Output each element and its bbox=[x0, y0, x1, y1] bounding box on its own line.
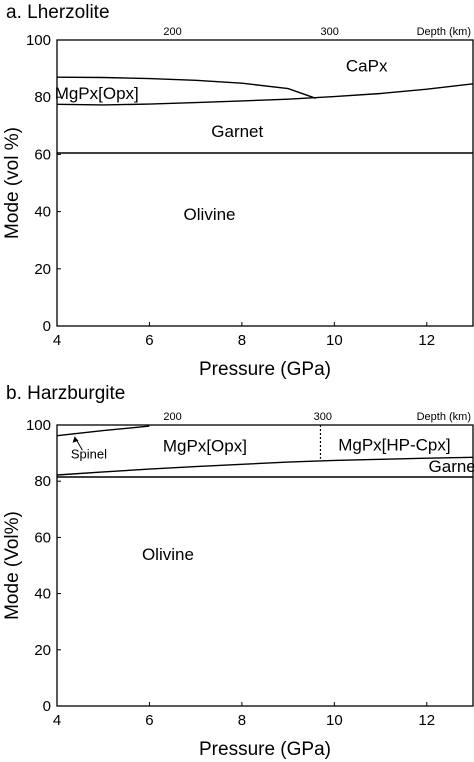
depth-tick-label: 200 bbox=[163, 26, 181, 38]
depth-axis-label: Depth (km) bbox=[417, 411, 471, 423]
label-garnet: Garnet bbox=[429, 457, 474, 476]
y-tick-label: 80 bbox=[34, 473, 51, 490]
y-tick-label: 100 bbox=[26, 32, 51, 49]
plot-frame bbox=[56, 39, 474, 327]
depth-tick-label: 300 bbox=[314, 411, 332, 423]
label-olivine: Olivine bbox=[184, 205, 236, 224]
y-tick-label: 20 bbox=[34, 642, 51, 659]
label-mgpx-opx: MgPx[Opx] bbox=[55, 84, 139, 103]
x-axis-title: Pressure (GPa) bbox=[199, 739, 331, 760]
depth-tick-label: 200 bbox=[163, 411, 181, 423]
y-tick-label: 40 bbox=[34, 204, 51, 221]
panel-title: b. Harzburgite bbox=[6, 383, 126, 404]
depth-tick-label: 300 bbox=[321, 26, 339, 38]
y-tick-label: 0 bbox=[43, 698, 51, 715]
chart-panel-lherzolite: a. Lherzolite 4 6 8 10 12 0 20 40 60 80 100 Pressur… bbox=[0, 0, 474, 380]
depth-axis-label: Depth (km) bbox=[417, 26, 471, 38]
boundary-opx-top bbox=[56, 76, 317, 99]
x-axis-title: Pressure (GPa) bbox=[199, 359, 331, 380]
boundary-garnet-top bbox=[56, 456, 474, 476]
x-tick-label: 6 bbox=[145, 712, 153, 729]
chart-panel-harzburgite: b. Harzburgite 4 6 8 10 12 0 20 40 60 80 100 Pressu… bbox=[0, 380, 474, 762]
plot-frame bbox=[56, 424, 474, 707]
label-capx: CaPx bbox=[346, 56, 388, 75]
boundary-spinel-top bbox=[56, 425, 150, 437]
y-tick-label: 20 bbox=[34, 261, 51, 278]
x-tick-label: 10 bbox=[326, 332, 343, 349]
chart-svg-harzburgite: 4 6 8 10 12 0 20 40 60 80 100 Pressure (GPa) Mode (V… bbox=[2, 411, 474, 760]
y-tick-label: 80 bbox=[34, 89, 51, 106]
y-tick-label: 60 bbox=[34, 529, 51, 546]
x-tick-label: 4 bbox=[53, 332, 61, 349]
y-tick-label: 100 bbox=[26, 417, 51, 434]
boundary-garnet-upper bbox=[56, 83, 474, 106]
x-tick-label: 8 bbox=[238, 712, 246, 729]
label-spinel: Spinel bbox=[71, 447, 107, 462]
x-tick-label: 12 bbox=[418, 712, 435, 729]
label-mgpx-hp-cpx: MgPx[HP-Cpx] bbox=[338, 435, 450, 454]
x-tick-label: 12 bbox=[418, 332, 435, 349]
y-tick-label: 40 bbox=[34, 586, 51, 603]
x-tick-label: 4 bbox=[53, 712, 61, 729]
x-tick-label: 10 bbox=[326, 712, 343, 729]
y-axis-title: Mode (Vol%) bbox=[2, 511, 23, 620]
panel-title: a. Lherzolite bbox=[6, 2, 110, 23]
chart-svg-lherzolite: 4 6 8 10 12 0 20 40 60 80 100 Pressure (GPa) Mode (v… bbox=[2, 26, 474, 380]
label-olivine: Olivine bbox=[142, 545, 194, 564]
label-garnet: Garnet bbox=[211, 122, 263, 141]
y-tick-label: 60 bbox=[34, 146, 51, 163]
x-tick-label: 8 bbox=[238, 332, 246, 349]
label-mgpx-opx: MgPx[Opx] bbox=[163, 437, 247, 456]
spinel-arrow-head bbox=[72, 436, 79, 443]
x-tick-label: 6 bbox=[145, 332, 153, 349]
y-axis-title: Mode (vol %) bbox=[2, 127, 23, 239]
y-tick-label: 0 bbox=[43, 318, 51, 335]
